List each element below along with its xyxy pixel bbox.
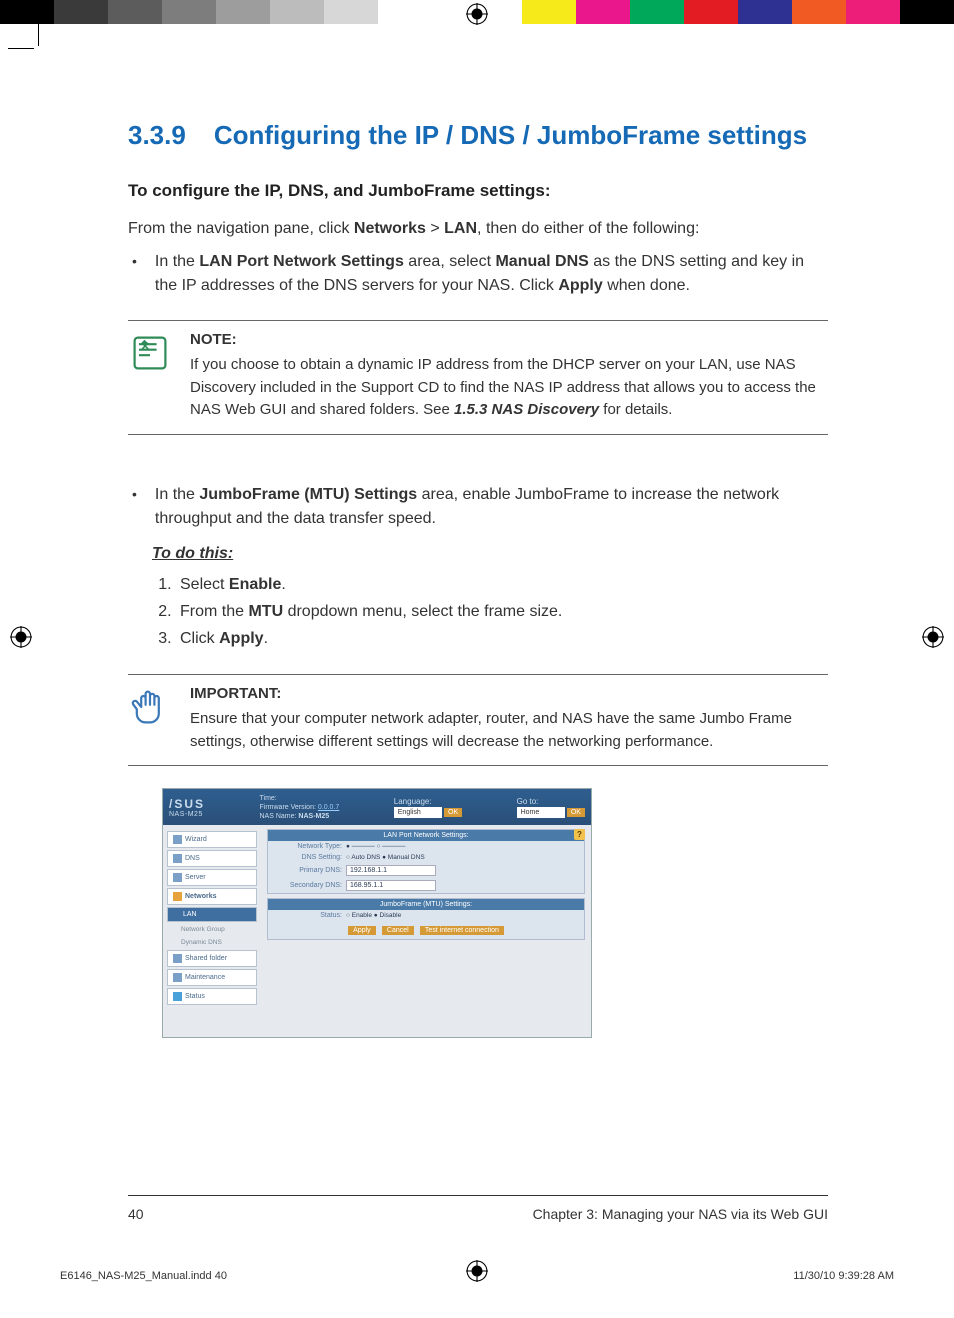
- sidebar-item-dns[interactable]: DNS: [167, 850, 257, 867]
- bullet-item: In the JumboFrame (MTU) Settings area, e…: [128, 483, 828, 531]
- source-file: E6146_NAS-M25_Manual.indd 40: [60, 1270, 227, 1282]
- sidebar-item-status[interactable]: Status: [167, 988, 257, 1005]
- sidebar-item-dynamic-dns[interactable]: Dynamic DNS: [167, 937, 257, 948]
- sidebar-item-networks[interactable]: Networks: [167, 888, 257, 905]
- jumboframe-status-radio[interactable]: ○ Enable ● Disable: [346, 912, 401, 919]
- hand-icon: [128, 685, 172, 729]
- registration-mark-icon: [466, 3, 488, 25]
- step-item: From the MTU dropdown menu, select the f…: [176, 598, 828, 625]
- gui-header: /SUS NAS-M25 Time: Firmware Version: 0.0…: [163, 789, 591, 825]
- sidebar-item-wizard[interactable]: Wizard: [167, 831, 257, 848]
- important-text: Ensure that your computer network adapte…: [190, 708, 828, 753]
- crop-mark: [38, 20, 39, 46]
- important-callout: IMPORTANT: Ensure that your computer net…: [128, 674, 828, 766]
- registration-mark-icon: [10, 626, 32, 648]
- section-number: 3.3.9: [128, 120, 186, 150]
- wizard-icon: [173, 835, 182, 844]
- networks-icon: [173, 892, 182, 901]
- steps-list: Select Enable. From the MTU dropdown men…: [176, 571, 828, 653]
- registration-mark-icon: [922, 626, 944, 648]
- gui-main: LAN Port Network Settings: Network Type:…: [261, 825, 591, 1037]
- sidebar-item-network-group[interactable]: Network Group: [167, 924, 257, 935]
- page-number: 40: [128, 1206, 144, 1222]
- server-icon: [173, 873, 182, 882]
- sidebar-item-maintenance[interactable]: Maintenance: [167, 969, 257, 986]
- panel-heading: LAN Port Network Settings:: [268, 830, 584, 841]
- network-type-radio[interactable]: ● ───── ○ ─────: [346, 843, 405, 850]
- chapter-label: Chapter 3: Managing your NAS via its Web…: [533, 1206, 828, 1222]
- section-heading: 3.3.9 Configuring the IP / DNS / JumboFra…: [128, 120, 828, 151]
- note-icon: [128, 331, 172, 375]
- help-icon[interactable]: ?: [574, 829, 585, 840]
- note-label: NOTE:: [190, 331, 828, 348]
- sidebar-item-lan[interactable]: LAN: [167, 907, 257, 922]
- firmware-link[interactable]: 0.0.0.7: [318, 804, 339, 811]
- bullet-item: In the LAN Port Network Settings area, s…: [128, 250, 828, 298]
- todo-heading: To do this:: [152, 545, 828, 563]
- sidebar-item-server[interactable]: Server: [167, 869, 257, 886]
- print-slug: E6146_NAS-M25_Manual.indd 40 11/30/10 9:…: [60, 1270, 894, 1282]
- language-select[interactable]: English: [394, 807, 442, 818]
- sidebar-item-shared-folder[interactable]: Shared folder: [167, 950, 257, 967]
- dns-icon: [173, 854, 182, 863]
- crop-mark: [8, 48, 34, 49]
- cancel-button[interactable]: Cancel: [382, 926, 414, 935]
- status-icon: [173, 992, 182, 1001]
- print-timestamp: 11/30/10 9:39:28 AM: [793, 1270, 894, 1282]
- goto-select[interactable]: Home: [517, 807, 565, 818]
- document-body: 3.3.9 Configuring the IP / DNS / JumboFra…: [128, 120, 828, 1038]
- ok-button[interactable]: OK: [444, 808, 462, 817]
- note-text: If you choose to obtain a dynamic IP add…: [190, 354, 828, 422]
- section-title: Configuring the IP / DNS / JumboFrame se…: [214, 120, 807, 150]
- intro-paragraph: From the navigation pane, click Networks…: [128, 217, 828, 240]
- apply-button[interactable]: Apply: [348, 926, 376, 935]
- brand-logo: /SUS: [169, 797, 205, 811]
- step-item: Click Apply.: [176, 625, 828, 652]
- lead-text: To configure the IP, DNS, and JumboFrame…: [128, 181, 828, 201]
- ok-button[interactable]: OK: [567, 808, 585, 817]
- model-label: NAS-M25: [169, 811, 205, 818]
- important-label: IMPORTANT:: [190, 685, 828, 702]
- folder-icon: [173, 954, 182, 963]
- panel-heading: JumboFrame (MTU) Settings:: [268, 899, 584, 910]
- test-connection-button[interactable]: Test internet connection: [420, 926, 504, 935]
- gui-sidebar: Wizard DNS Server Networks LAN Network G…: [163, 825, 261, 1037]
- step-item: Select Enable.: [176, 571, 828, 598]
- primary-dns-input[interactable]: 192.168.1.1: [346, 865, 436, 876]
- maintenance-icon: [173, 973, 182, 982]
- dns-setting-radio[interactable]: ○ Auto DNS ● Manual DNS: [346, 854, 425, 861]
- note-callout: NOTE: If you choose to obtain a dynamic …: [128, 320, 828, 435]
- secondary-dns-input[interactable]: 168.95.1.1: [346, 880, 436, 891]
- nas-gui-screenshot: /SUS NAS-M25 Time: Firmware Version: 0.0…: [162, 788, 592, 1038]
- page-footer: 40 Chapter 3: Managing your NAS via its …: [128, 1195, 828, 1222]
